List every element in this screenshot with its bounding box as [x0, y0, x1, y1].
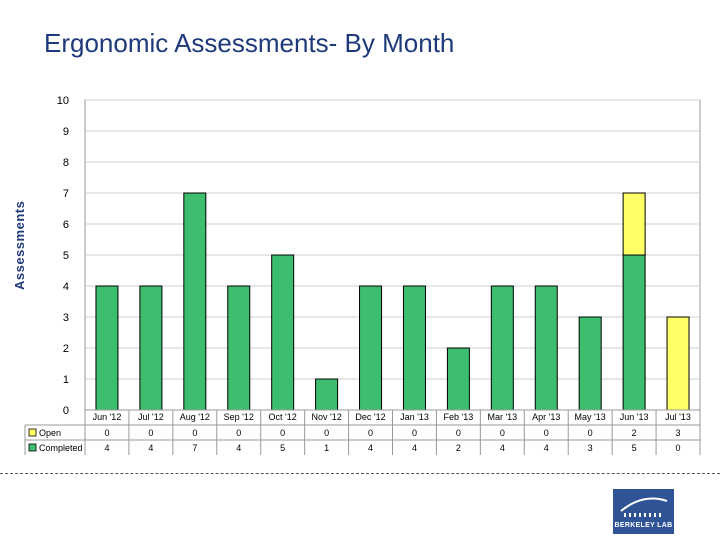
data-label-open: 0 — [104, 428, 109, 438]
bar-completed[interactable] — [446, 347, 470, 411]
bar-completed[interactable] — [490, 285, 514, 411]
y-tick-label: 4 — [63, 281, 69, 293]
data-label-open: 0 — [368, 428, 373, 438]
chart-title: Ergonomic Assessments- By Month — [44, 28, 455, 58]
x-category-label: Jun '12 — [93, 412, 122, 422]
bar-completed[interactable] — [622, 254, 646, 411]
bar-completed[interactable] — [578, 316, 602, 411]
data-label-completed: 3 — [588, 443, 593, 453]
legend-label-completed: Completed — [39, 443, 83, 453]
data-label-open: 0 — [544, 428, 549, 438]
berkeley-lab-logo: BERKELEY LAB — [613, 489, 674, 534]
bar-completed[interactable] — [534, 285, 558, 411]
data-label-open: 0 — [192, 428, 197, 438]
x-category-label: Aug '12 — [180, 412, 210, 422]
x-category-label: Oct '12 — [269, 412, 297, 422]
legend-swatch-completed — [28, 443, 37, 452]
y-tick-label: 8 — [63, 157, 69, 169]
data-label-open: 0 — [412, 428, 417, 438]
x-category-label: Apr '13 — [532, 412, 560, 422]
data-label-completed: 4 — [148, 443, 153, 453]
x-category-label: May '13 — [575, 412, 606, 422]
data-label-completed: 5 — [280, 443, 285, 453]
data-label-open: 3 — [676, 428, 681, 438]
y-tick-label: 1 — [63, 374, 69, 386]
data-label-completed: 4 — [544, 443, 549, 453]
bar-completed[interactable] — [183, 192, 207, 411]
bar-completed[interactable] — [359, 285, 383, 411]
data-label-completed: 4 — [104, 443, 109, 453]
data-label-open: 0 — [500, 428, 505, 438]
x-category-label: Sep '12 — [224, 412, 254, 422]
bar-open[interactable] — [666, 316, 690, 411]
data-label-completed: 4 — [412, 443, 417, 453]
bar-completed[interactable] — [227, 285, 251, 411]
data-label-completed: 4 — [500, 443, 505, 453]
x-category-label: Nov '12 — [311, 412, 341, 422]
x-category-label: Jul '12 — [138, 412, 164, 422]
logo-text: BERKELEY LAB — [614, 522, 673, 529]
data-label-open: 0 — [148, 428, 153, 438]
x-category-label: Jul '13 — [665, 412, 691, 422]
data-label-open: 0 — [588, 428, 593, 438]
data-label-open: 0 — [324, 428, 329, 438]
y-tick-label: 0 — [63, 405, 69, 417]
x-category-label: Dec '12 — [355, 412, 385, 422]
y-tick-label: 9 — [63, 126, 69, 138]
bar-completed[interactable] — [139, 285, 163, 411]
data-label-completed: 5 — [632, 443, 637, 453]
data-label-open: 0 — [456, 428, 461, 438]
bar-completed[interactable] — [95, 285, 119, 411]
x-category-label: Jun '13 — [620, 412, 649, 422]
data-label-completed: 0 — [676, 443, 681, 453]
data-label-open: 0 — [236, 428, 241, 438]
x-category-label: Feb '13 — [444, 412, 474, 422]
y-tick-label: 5 — [63, 250, 69, 262]
x-category-label: Mar '13 — [487, 412, 517, 422]
y-tick-label: 7 — [63, 188, 69, 200]
data-label-open: 2 — [632, 428, 637, 438]
x-category-label: Jan '13 — [400, 412, 429, 422]
data-label-completed: 4 — [236, 443, 241, 453]
y-tick-label: 3 — [63, 312, 69, 324]
data-label-completed: 2 — [456, 443, 461, 453]
y-tick-label: 6 — [63, 219, 69, 231]
data-label-open: 0 — [280, 428, 285, 438]
legend-swatch-open — [28, 428, 37, 437]
building-icon — [620, 497, 668, 517]
y-tick-label: 10 — [57, 95, 69, 107]
data-label-completed: 1 — [324, 443, 329, 453]
data-label-completed: 4 — [368, 443, 373, 453]
footer-divider — [0, 473, 720, 474]
bar-open[interactable] — [622, 192, 646, 256]
data-label-completed: 7 — [192, 443, 197, 453]
bar-completed[interactable] — [315, 378, 339, 411]
legend-label-open: Open — [39, 428, 61, 438]
y-tick-label: 2 — [63, 343, 69, 355]
bar-completed[interactable] — [271, 254, 295, 411]
bar-completed[interactable] — [402, 285, 426, 411]
